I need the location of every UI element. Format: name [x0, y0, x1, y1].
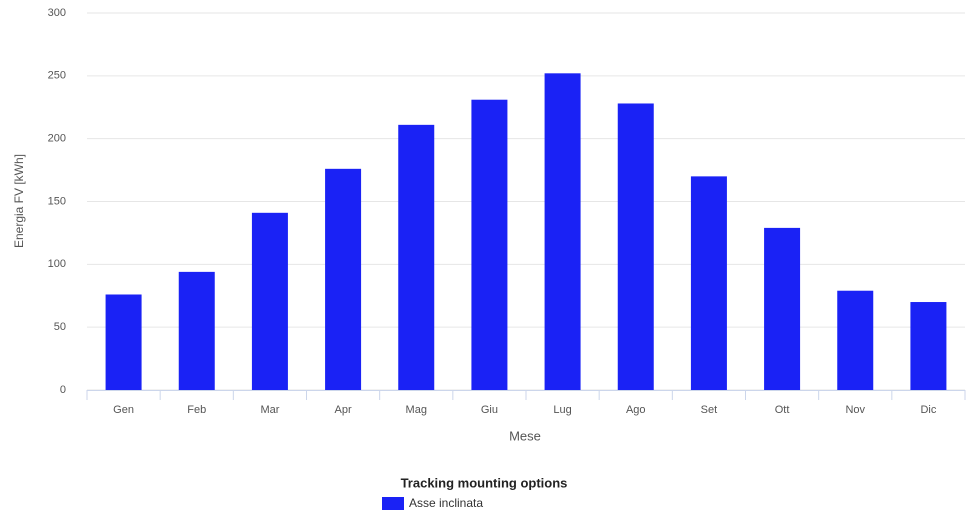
bar — [398, 124, 435, 391]
x-tick-label: Lug — [553, 404, 571, 416]
bar — [617, 103, 654, 390]
bar — [544, 73, 581, 390]
y-tick-label: 200 — [48, 133, 66, 145]
bar — [471, 99, 508, 391]
x-tick-label: Feb — [187, 404, 206, 416]
bar — [764, 227, 801, 390]
bar — [837, 290, 874, 390]
bar — [178, 271, 215, 390]
x-tick-label: Gen — [113, 404, 134, 416]
x-tick-label: Set — [701, 404, 718, 416]
x-tick-label: Dic — [920, 404, 936, 416]
bar — [325, 168, 362, 390]
x-axis-title: Mese — [509, 428, 541, 443]
legend-title: Tracking mounting options — [401, 475, 568, 490]
bar — [251, 212, 288, 390]
y-axis-title: Energia FV [kWh] — [12, 154, 26, 248]
bar — [105, 294, 142, 390]
x-tick-label: Mar — [260, 404, 279, 416]
x-tick-label: Ago — [626, 404, 646, 416]
x-tick-label: Mag — [406, 404, 427, 416]
x-tick-label: Giu — [481, 404, 498, 416]
x-tick-label: Nov — [845, 404, 865, 416]
bar — [910, 302, 947, 390]
y-tick-label: 100 — [48, 258, 66, 270]
legend-label: Asse inclinata — [409, 496, 483, 510]
legend-swatch — [382, 497, 404, 510]
x-tick-label: Ott — [775, 404, 790, 416]
y-tick-label: 250 — [48, 70, 66, 82]
y-tick-label: 0 — [60, 384, 66, 396]
x-tick-label: Apr — [335, 404, 352, 416]
bar — [690, 176, 727, 390]
y-tick-label: 300 — [48, 7, 66, 19]
y-tick-label: 50 — [54, 321, 66, 333]
y-tick-label: 150 — [48, 195, 66, 207]
